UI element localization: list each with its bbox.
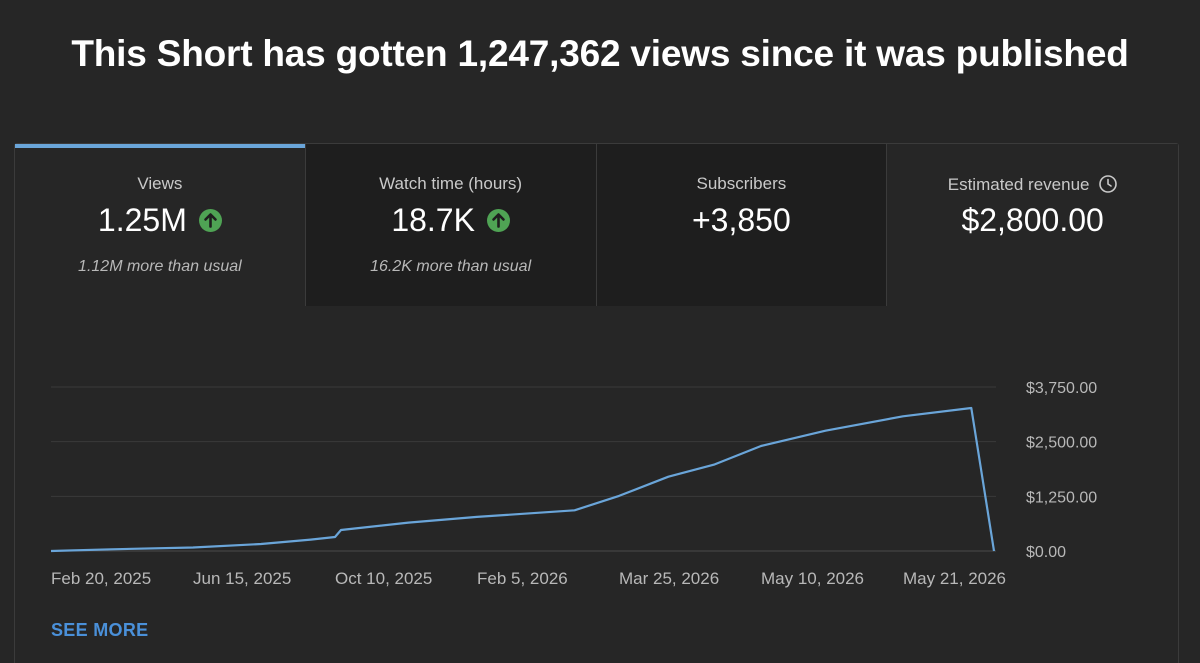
x-tick-label: Mar 25, 2026 <box>619 569 719 588</box>
x-tick-label: Oct 10, 2025 <box>335 569 432 588</box>
card-watch-time-title: Watch time (hours) <box>379 174 523 193</box>
card-views-value-row: 1.25M <box>15 202 305 239</box>
analytics-panel: Views 1.25M 1.12M more than usual Watch … <box>14 143 1179 663</box>
y-tick-label: $0.00 <box>1026 544 1066 561</box>
card-watch-time-sub: 16.2K more than usual <box>370 258 532 275</box>
series-line <box>50 406 996 553</box>
card-subscribers-value: +3,850 <box>691 202 791 238</box>
chart-series <box>50 406 996 553</box>
card-estimated-revenue[interactable]: Estimated revenue $2,800.00 <box>886 144 1178 306</box>
card-watch-time[interactable]: Watch time (hours) 18.7K 16.2K more than… <box>304 144 596 306</box>
chart-y-ticks: $3,750.00 $2,500.00 $1,250.00 $0.00 <box>1026 380 1097 561</box>
up-arrow-icon <box>486 209 510 232</box>
card-watch-time-value-row: 18.7K <box>306 202 596 239</box>
see-more-link[interactable]: SEE MORE <box>51 620 149 640</box>
x-tick-label: May 10, 2026 <box>761 569 864 588</box>
card-views[interactable]: Views 1.25M 1.12M more than usual <box>15 144 305 306</box>
y-tick-label: $1,250.00 <box>1026 489 1097 506</box>
card-subscribers-value-row: +3,850 <box>597 202 887 239</box>
card-revenue-value-row: $2,800.00 <box>887 202 1178 239</box>
card-views-value: 1.25M <box>97 202 187 238</box>
metric-cards: Views 1.25M 1.12M more than usual Watch … <box>15 144 1178 306</box>
card-views-title: Views <box>137 174 183 193</box>
card-revenue-title-row: Estimated revenue <box>887 174 1178 195</box>
card-subscribers[interactable]: Subscribers +3,850 <box>595 144 887 306</box>
chart-x-ticks: Feb 20, 2025 Jun 15, 2025 Oct 10, 2025 Feb … <box>51 569 1006 588</box>
chart-gridlines <box>51 386 996 552</box>
card-revenue-title: Estimated revenue <box>947 175 1090 194</box>
card-watch-time-value: 18.7K <box>391 202 475 238</box>
x-tick-label: Jun 15, 2025 <box>193 569 291 588</box>
y-tick-label: $3,750.00 <box>1026 380 1097 397</box>
card-subscribers-title: Subscribers <box>696 174 787 193</box>
y-tick-label: $2,500.00 <box>1026 435 1097 452</box>
card-revenue-value: $2,800.00 <box>961 202 1104 238</box>
x-tick-label: May 21, 2026 <box>903 569 1006 588</box>
up-arrow-icon <box>198 209 222 232</box>
x-tick-label: Feb 20, 2025 <box>51 569 151 588</box>
page-title: This Short has gotten 1,247,362 views si… <box>71 33 1129 74</box>
x-tick-label: Feb 5, 2026 <box>477 569 568 588</box>
clock-icon[interactable] <box>1098 174 1118 194</box>
card-views-sub: 1.12M more than usual <box>78 258 242 275</box>
